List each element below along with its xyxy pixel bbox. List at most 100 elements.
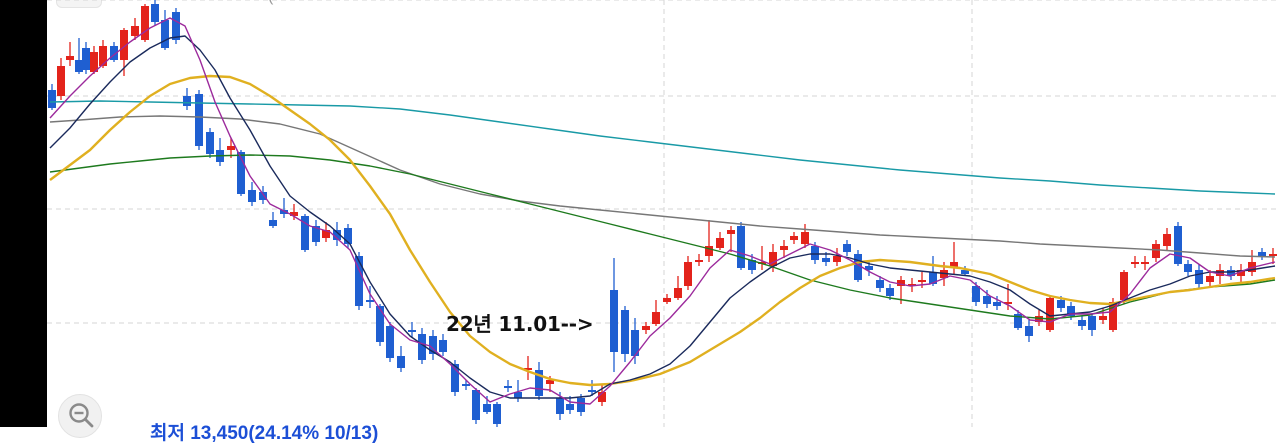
candle-body: [993, 302, 1001, 306]
candle-body: [588, 390, 596, 392]
candle-body: [110, 46, 118, 60]
candle-body: [451, 364, 459, 392]
candle-body: [1046, 298, 1054, 330]
candle-body: [801, 232, 809, 244]
candle-body: [546, 380, 554, 384]
zoom-out-button[interactable]: [58, 394, 102, 438]
candle-body: [897, 280, 905, 286]
candle-body: [344, 228, 352, 244]
candle-body: [1163, 234, 1171, 246]
candle-body: [1269, 254, 1277, 256]
candle-body: [1141, 262, 1149, 264]
candle-body: [1078, 320, 1086, 326]
candle-body: [983, 296, 991, 304]
candle-body: [1067, 306, 1075, 316]
candle-body: [621, 310, 629, 354]
candle-body: [524, 368, 532, 370]
candle-body: [472, 390, 480, 420]
ma120-line: [49, 115, 1276, 258]
ma240-line: [49, 100, 1276, 195]
candle-body: [259, 192, 267, 200]
candle-body: [886, 288, 894, 296]
ma5-line: [49, 17, 1276, 405]
candle-body: [610, 290, 618, 352]
candle-body: [418, 334, 426, 360]
zoom-out-icon: [69, 403, 94, 428]
candle-body: [652, 312, 660, 324]
candle-body: [972, 286, 980, 302]
candle-body: [1120, 272, 1128, 300]
candle-body: [631, 330, 639, 356]
candle-body: [366, 300, 374, 302]
candle-body: [99, 46, 107, 66]
candle-body: [598, 392, 606, 402]
candlestick-chart[interactable]: [47, 0, 1280, 427]
candle-body: [493, 404, 501, 424]
candle-body: [408, 330, 416, 332]
candle-body: [577, 398, 585, 412]
candle-body: [514, 392, 522, 398]
candle-body: [929, 272, 937, 284]
candle-body: [376, 306, 384, 342]
candle-body: [695, 260, 703, 262]
candle-body: [566, 404, 574, 410]
candle-body: [280, 210, 288, 214]
date-annotation: 22년 11.01-->: [446, 312, 594, 336]
candle-body: [57, 66, 65, 96]
lowest-price-info: 최저 13,450(24.14% 10/13): [150, 423, 379, 444]
candle-body: [822, 258, 830, 262]
candle-body: [1109, 302, 1117, 330]
candle-body: [1184, 264, 1192, 272]
candle-body: [237, 152, 245, 194]
candle-body: [301, 216, 309, 250]
candle-body: [429, 336, 437, 354]
candle-body: [1258, 252, 1266, 256]
candle-body: [780, 246, 788, 250]
candle-body: [504, 386, 512, 388]
candle-body: [811, 246, 819, 260]
candle-body: [355, 256, 363, 306]
candle-body: [151, 4, 159, 22]
candle-body: [1025, 326, 1033, 336]
chart-canvas[interactable]: [47, 0, 1280, 427]
candle-body: [82, 48, 90, 70]
candle-body: [790, 236, 798, 240]
ma60-line: [49, 154, 1276, 320]
candle-body: [248, 190, 256, 202]
candle-body: [908, 284, 916, 286]
candle-body: [556, 398, 564, 414]
candle-body: [1057, 300, 1065, 308]
candle-body: [66, 56, 74, 60]
candle-body: [843, 244, 851, 252]
candle-body: [183, 96, 191, 106]
candle-body: [161, 20, 169, 48]
candle-body: [439, 340, 447, 352]
candle-body: [737, 226, 745, 268]
candle-body: [48, 90, 56, 108]
candle-body: [75, 60, 83, 72]
toolbar-button-partial[interactable]: [56, 0, 102, 8]
candle-body: [716, 238, 724, 248]
candle-body: [1174, 226, 1182, 264]
top-price-info: (: [268, 0, 273, 6]
candle-body: [206, 132, 214, 154]
candle-body: [1014, 314, 1022, 328]
candle-body: [748, 260, 756, 270]
candle-body: [854, 254, 862, 280]
candle-body: [141, 6, 149, 40]
candle-body: [1152, 244, 1160, 258]
candle-body: [333, 230, 341, 240]
candle-body: [1099, 316, 1107, 320]
candle-body: [684, 262, 692, 286]
candle-body: [312, 226, 320, 242]
candle-body: [961, 270, 969, 274]
candle-body: [290, 212, 298, 216]
candle-body: [172, 12, 180, 40]
candle-body: [705, 246, 713, 256]
candle-body: [833, 256, 841, 262]
candle-body: [131, 26, 139, 36]
candle-body: [1227, 270, 1235, 276]
candle-body: [322, 230, 330, 238]
candle-body: [397, 356, 405, 368]
ma10-line: [49, 35, 1276, 399]
